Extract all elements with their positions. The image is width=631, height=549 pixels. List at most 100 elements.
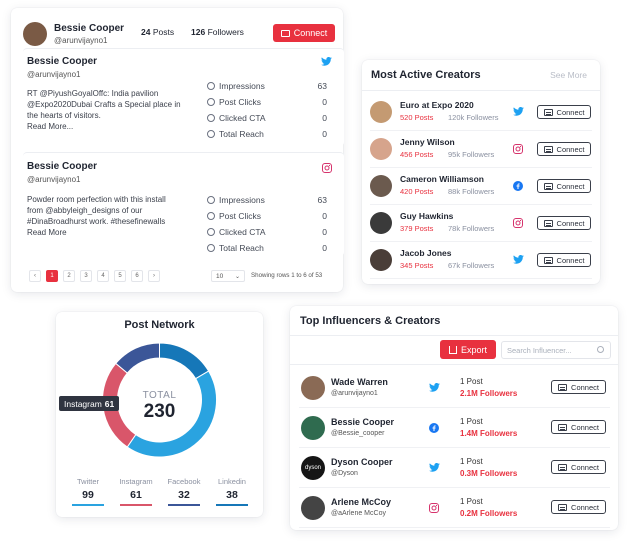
creator-posts: 456 Posts (400, 150, 434, 159)
pointer-icon (207, 212, 215, 220)
pagination-page-6[interactable]: 6 (131, 270, 143, 282)
chat-icon (543, 182, 553, 190)
creator-row: Jenny Wilson 456 Posts 95k Followers Connec… (370, 131, 592, 168)
influencer-row: dyson Dyson Cooper @Dyson 1 Post 0.3M Follow… (299, 448, 610, 488)
instagram-icon (513, 218, 523, 228)
influencer-posts: 1 Post (460, 497, 483, 506)
export-button[interactable]: Export (440, 340, 496, 359)
rows-info: Showing rows 1 to 6 of 53 (251, 272, 323, 279)
posts-card: Bessie Cooper @arunvijayno1 24 Posts 126… (11, 8, 344, 292)
legend-color-bar (120, 504, 152, 506)
stat-total-reach: Total Reach 0 (207, 243, 327, 253)
creator-avatar (370, 138, 392, 160)
pagination-page-2[interactable]: 2 (63, 270, 75, 282)
legend-color-bar (168, 504, 200, 506)
connect-button[interactable]: Connect (551, 460, 606, 474)
twitter-icon (321, 57, 332, 66)
reach-icon (207, 244, 215, 252)
pagination-page-5[interactable]: 5 (114, 270, 126, 282)
pagination-prev[interactable]: ‹ (29, 270, 41, 282)
pagination: ‹ 1 2 3 4 5 6 › (29, 270, 160, 282)
connect-button[interactable]: Connect (537, 253, 591, 267)
creators-title: Most Active Creators (371, 69, 481, 81)
read-more-link[interactable]: Read More (27, 228, 67, 237)
connect-button[interactable]: Connect (273, 24, 335, 42)
chevron-down-icon: ⌄ (234, 273, 240, 280)
connect-button[interactable]: Connect (537, 216, 591, 230)
creator-name: Jenny Wilson (400, 137, 455, 147)
donut-slice-facebook[interactable] (115, 342, 160, 374)
facebook-icon (513, 181, 523, 191)
chat-icon (558, 463, 568, 471)
instagram-icon (513, 144, 523, 154)
chart-tooltip: Instagram 61 (59, 396, 120, 411)
read-more-link[interactable]: Read More... (27, 122, 74, 131)
influencer-row: Wade Warren @arunvijayno1 1 Post 2.1M Follo… (299, 368, 610, 408)
donut-total-value: 230 (143, 401, 176, 422)
stat-clicked-cta: Clicked CTA 0 (207, 113, 327, 123)
influencer-avatar: dyson (301, 456, 325, 480)
posts-count-stat: 24 Posts (141, 27, 175, 37)
influencer-followers: 1.4M Followers (460, 429, 518, 438)
donut-total-label: TOTAL (142, 390, 177, 401)
pagination-page-1[interactable]: 1 (46, 270, 58, 282)
legend-color-bar (72, 504, 104, 506)
influencer-handle: @Bessie_cooper (331, 430, 385, 437)
creator-name: Euro at Expo 2020 (400, 100, 474, 110)
connect-button[interactable]: Connect (537, 179, 591, 193)
creator-posts: 420 Posts (400, 187, 434, 196)
connect-button[interactable]: Connect (551, 500, 606, 514)
pagination-page-3[interactable]: 3 (80, 270, 92, 282)
cursor-click-icon (207, 114, 215, 122)
chat-icon (558, 423, 568, 431)
connect-button[interactable]: Connect (551, 380, 606, 394)
legend-item-facebook: Facebook 32 (165, 477, 203, 506)
download-icon (448, 345, 457, 354)
legend-item-instagram: Instagram 61 (117, 477, 155, 506)
post-text: RT @PiyushGoyalOffc: India pavilion @Exp… (27, 88, 217, 132)
author-handle: @arunvijayno1 (54, 36, 108, 45)
pagination-page-4[interactable]: 4 (97, 270, 109, 282)
creator-followers: 88k Followers (448, 187, 495, 196)
legend-color-bar (216, 504, 248, 506)
creator-name: Guy Hawkins (400, 211, 454, 221)
creator-row: Guy Hawkins 379 Posts 78k Followers Connect (370, 205, 592, 242)
stat-post-clicks: Post Clicks 0 (207, 211, 327, 221)
pagination-next[interactable]: › (148, 270, 160, 282)
influencer-name: Bessie Cooper (331, 417, 395, 427)
connect-button[interactable]: Connect (551, 420, 606, 434)
twitter-icon (513, 255, 524, 264)
connect-button[interactable]: Connect (537, 105, 591, 119)
connect-button[interactable]: Connect (537, 142, 591, 156)
creator-posts: 520 Posts (400, 113, 434, 122)
legend-item-linkedin: Linkedin 38 (213, 477, 251, 506)
search-influencer-input[interactable]: Search Influencer... (501, 341, 611, 359)
creator-posts: 379 Posts (400, 224, 434, 233)
rows-per-page-select[interactable]: 10 ⌄ (211, 270, 245, 282)
twitter-icon (429, 463, 440, 472)
influencer-followers: 0.2M Followers (460, 509, 518, 518)
creator-name: Jacob Jones (400, 248, 452, 258)
stat-clicked-cta: Clicked CTA 0 (207, 227, 327, 237)
creator-avatar (370, 101, 392, 123)
cursor-click-icon (207, 228, 215, 236)
search-icon (597, 346, 604, 353)
twitter-icon (429, 383, 440, 392)
post-card-twitter: Bessie Cooper @arunvijayno1 RT @PiyushGo… (23, 48, 344, 146)
stat-total-reach: Total Reach 0 (207, 129, 327, 139)
post-text: Powder room perfection with this install… (27, 194, 217, 238)
creator-followers: 78k Followers (448, 224, 495, 233)
network-title: Post Network (124, 319, 195, 331)
post-author-handle: @arunvijayno1 (27, 175, 81, 184)
influencer-posts: 1 Post (460, 457, 483, 466)
twitter-icon (513, 107, 524, 116)
see-more-link[interactable]: See More (550, 70, 587, 80)
top-influencers-card: Top Influencers & Creators Export Search… (290, 306, 618, 530)
influencer-avatar (301, 496, 325, 520)
creator-avatar (370, 212, 392, 234)
creator-followers: 95k Followers (448, 150, 495, 159)
donut-slice-linkedin[interactable] (159, 342, 210, 380)
influencer-followers: 0.3M Followers (460, 469, 518, 478)
post-author-handle: @arunvijayno1 (27, 70, 81, 79)
chat-icon (543, 256, 553, 264)
